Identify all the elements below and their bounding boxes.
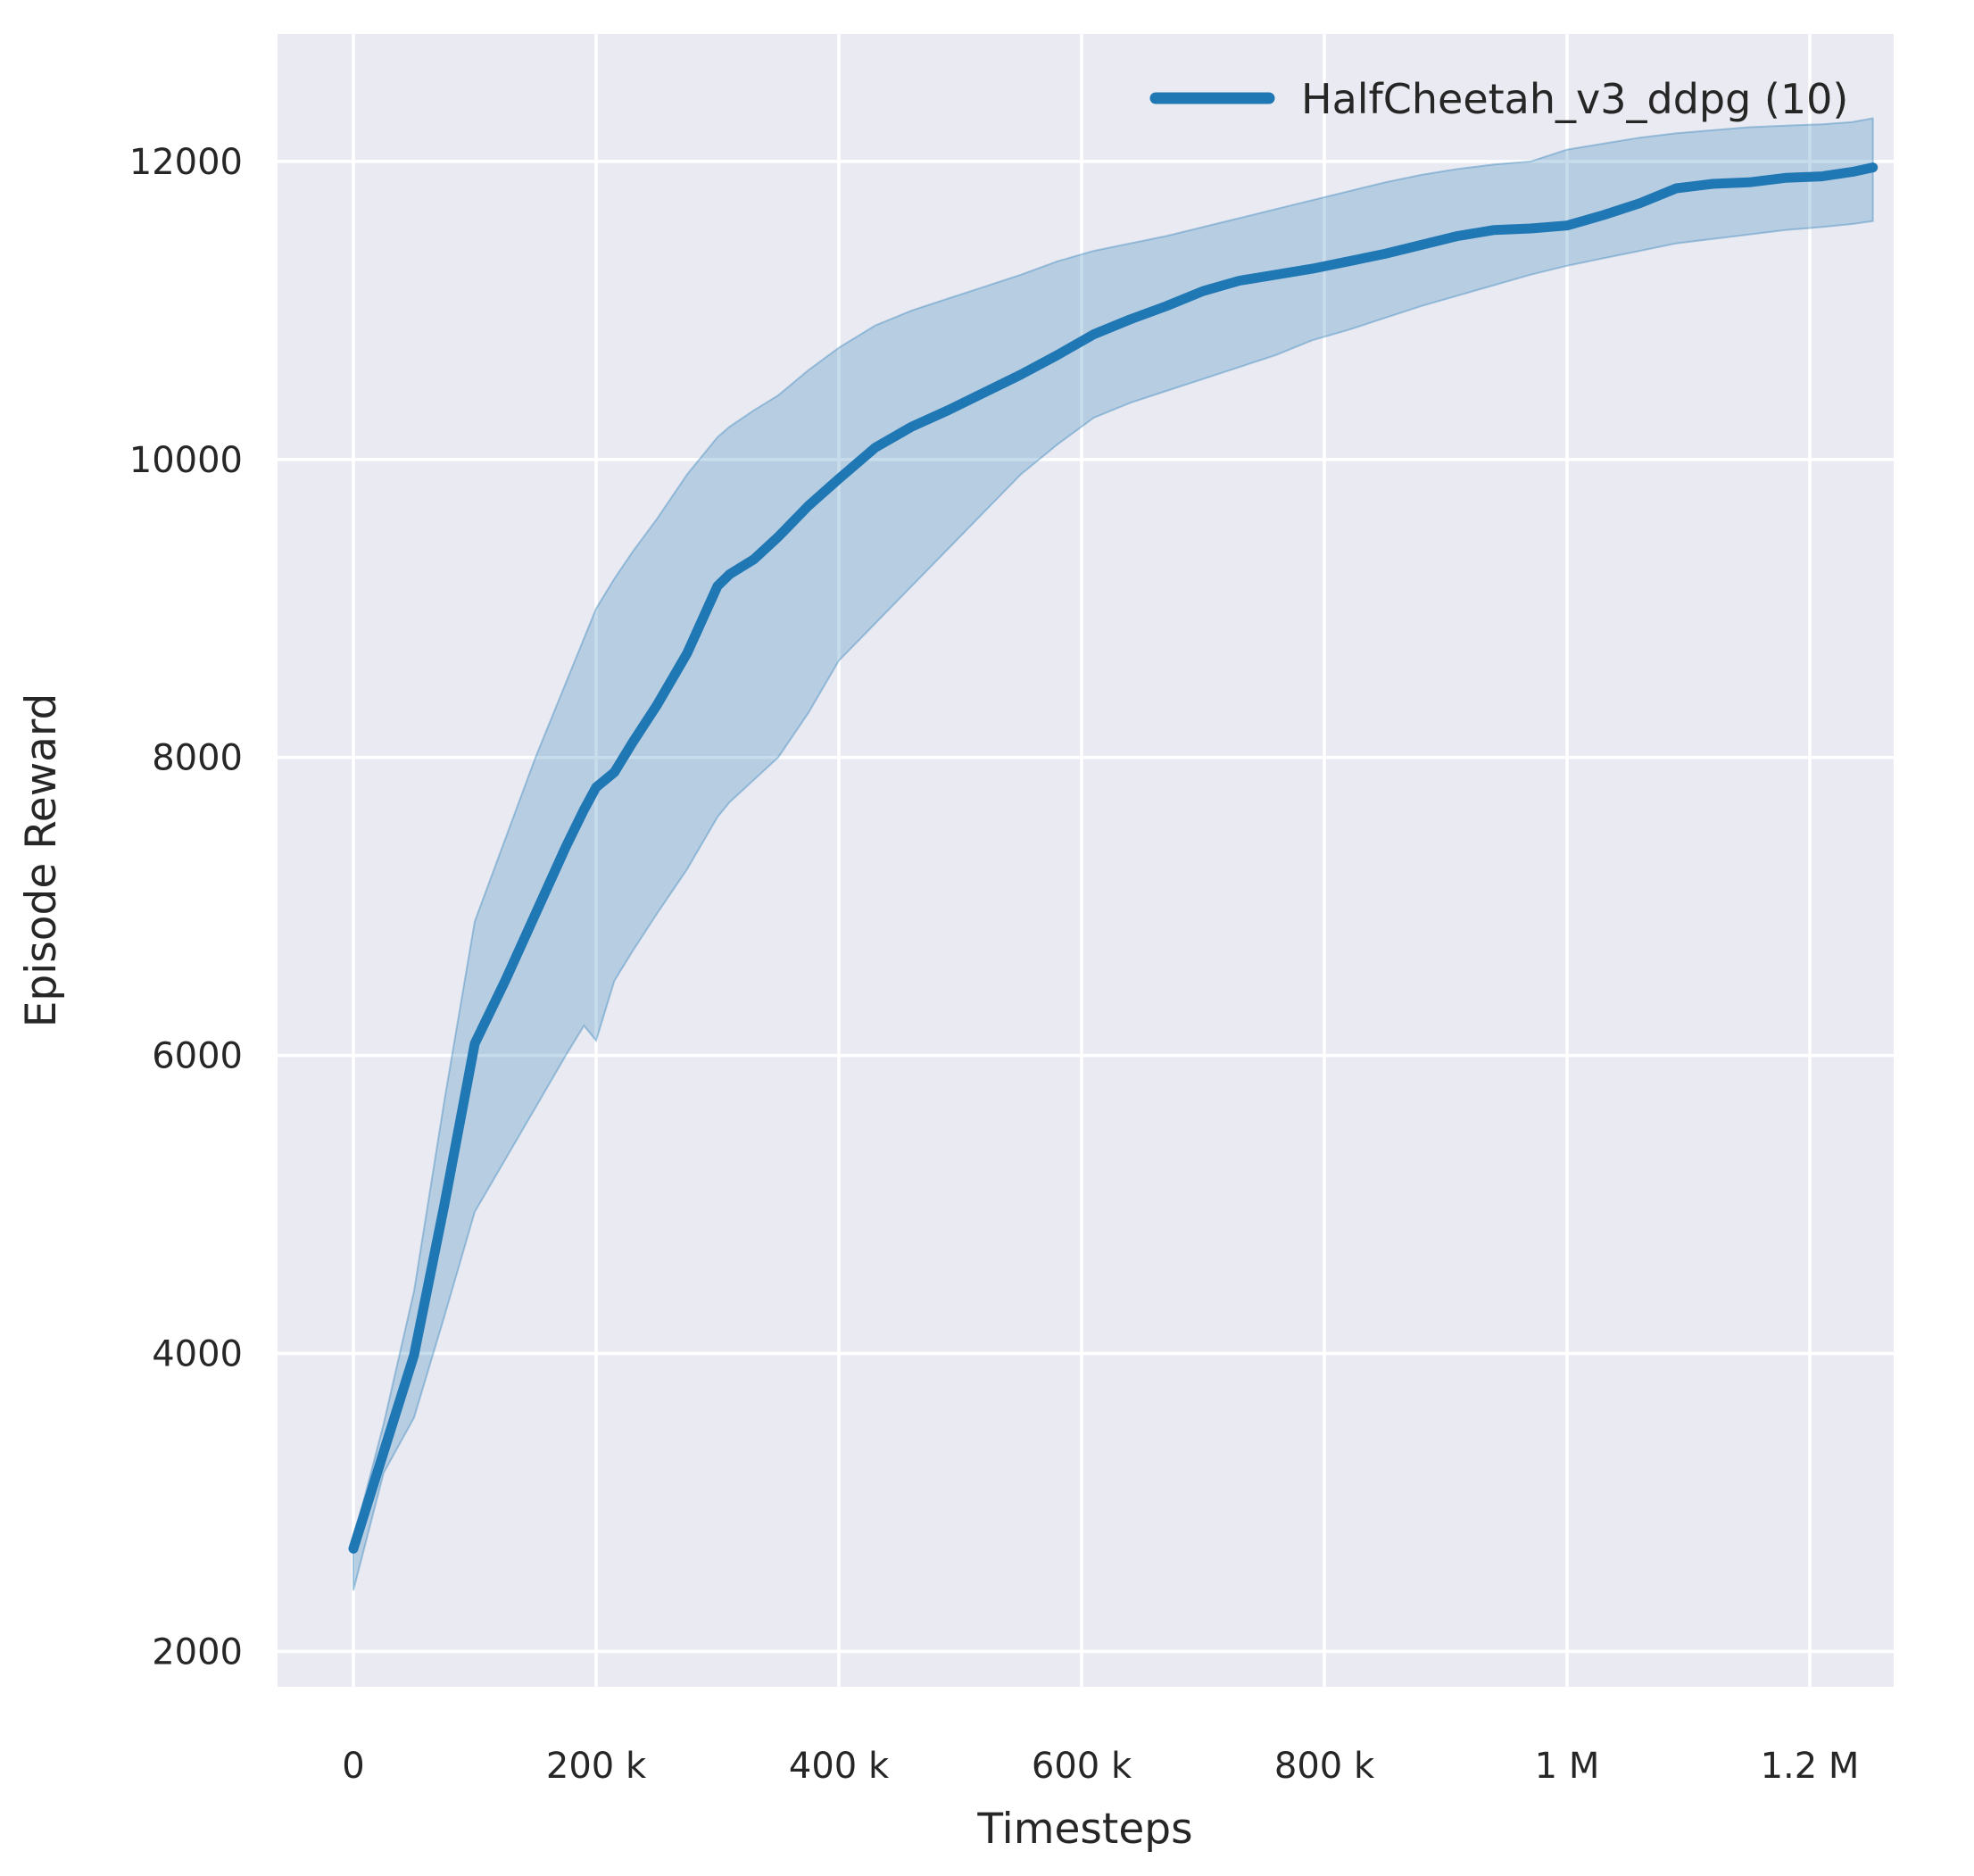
x-tick-label: 600 k (1032, 1746, 1132, 1787)
y-axis-label: Episode Reward (17, 693, 66, 1028)
y-tick-label: 2000 (152, 1631, 243, 1673)
x-tick-labels: 0 200 k 400 k 600 k 800 k 1 M 1.2 M (342, 1746, 1859, 1787)
x-tick-label: 0 (342, 1746, 364, 1787)
plot-area (278, 34, 1894, 1687)
y-tick-labels: 2000 4000 6000 8000 10000 12000 (129, 142, 243, 1673)
legend: HalfCheetah_v3_ddpg (10) (1149, 75, 1848, 123)
x-tick-label: 200 k (546, 1746, 647, 1787)
grid-lines (278, 34, 1894, 1687)
legend-label: HalfCheetah_v3_ddpg (10) (1301, 75, 1848, 123)
y-tick-label: 12000 (129, 142, 243, 183)
x-tick-label: 1.2 M (1761, 1746, 1860, 1787)
x-tick-label: 800 k (1274, 1746, 1375, 1787)
y-tick-label: 8000 (152, 738, 243, 779)
y-tick-label: 10000 (129, 440, 243, 481)
x-axis-label: Timesteps (976, 1805, 1192, 1854)
x-tick-label: 400 k (789, 1746, 890, 1787)
y-tick-label: 6000 (152, 1036, 243, 1077)
x-tick-label: 1 M (1535, 1746, 1600, 1787)
confidence-band (352, 117, 1874, 1591)
y-tick-label: 4000 (152, 1334, 243, 1375)
mean-line (348, 162, 1879, 1554)
